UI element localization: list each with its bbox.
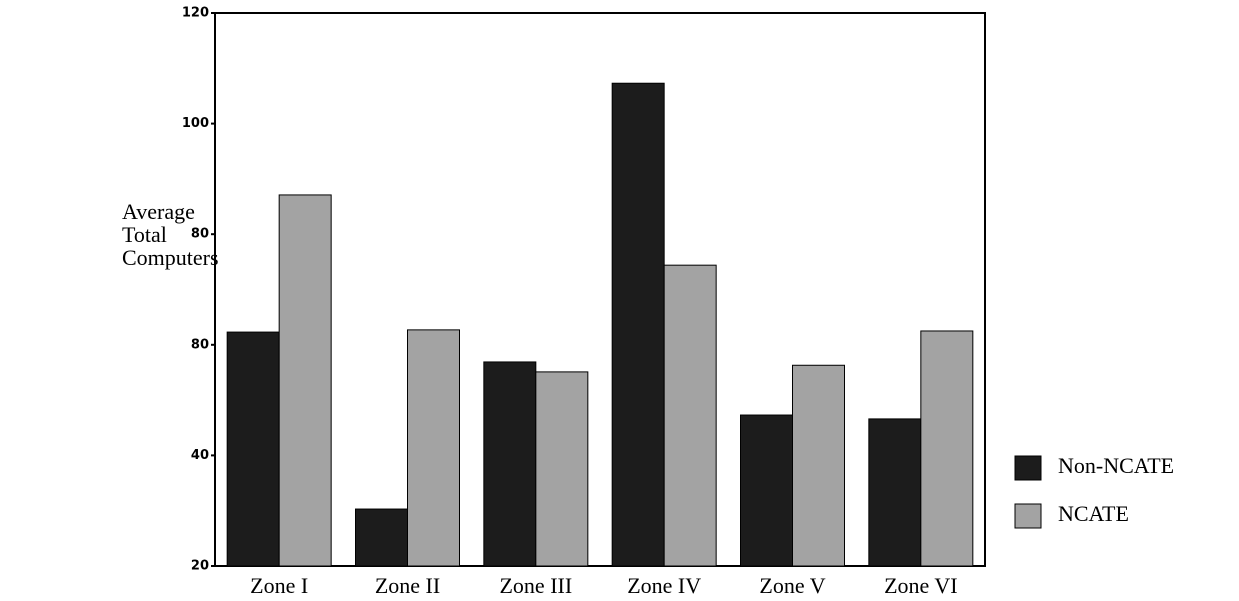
y-tick-label: 80 — [191, 227, 209, 242]
legend-label: Non-NCATE — [1058, 453, 1174, 478]
bar — [920, 330, 974, 567]
bar — [483, 361, 537, 567]
y-tick-label: 120 — [182, 6, 209, 21]
bar — [663, 264, 717, 567]
bar — [792, 364, 845, 567]
bar — [535, 371, 589, 567]
bar — [355, 508, 408, 567]
bar — [407, 329, 460, 567]
y-tick-label: 100 — [182, 116, 209, 131]
x-tick-label: Zone VI — [884, 573, 958, 598]
x-tick-label: Zone III — [499, 573, 572, 598]
bar — [611, 82, 665, 567]
bar — [740, 414, 793, 567]
x-tick-label: Zone II — [375, 573, 440, 598]
plot-frame — [214, 12, 986, 567]
legend-swatch — [1014, 503, 1042, 529]
y-tick-label: 20 — [191, 559, 209, 574]
x-tick-label: Zone IV — [627, 573, 701, 598]
x-tick-label: Zone V — [759, 573, 825, 598]
bar — [868, 418, 922, 567]
legend-label: NCATE — [1058, 501, 1129, 526]
y-tick-label: 80 — [191, 337, 209, 352]
y-axis-label: Average Total Computers — [122, 199, 219, 270]
x-tick-label: Zone I — [250, 573, 308, 598]
bar — [278, 194, 332, 567]
legend-swatch — [1014, 455, 1042, 481]
y-tick-label: 40 — [191, 448, 209, 463]
bar — [226, 331, 280, 567]
